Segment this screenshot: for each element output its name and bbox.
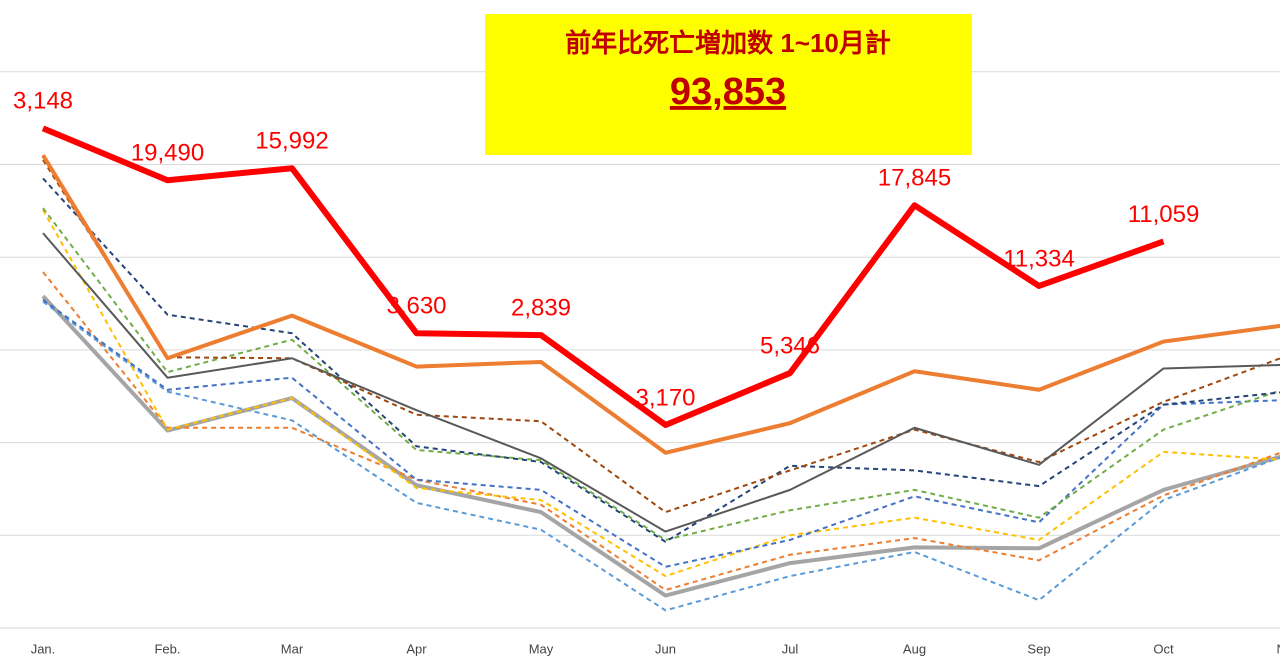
series-line xyxy=(41,294,1280,598)
box-total: 93,853 xyxy=(670,71,786,113)
point-label: 3,630 xyxy=(386,293,446,320)
grid xyxy=(0,71,1280,629)
x-tick-label: Jul xyxy=(782,641,799,656)
x-tick-label: Sep xyxy=(1027,641,1050,656)
x-tick-label: Mar xyxy=(281,641,304,656)
labels: 3,148 19,490 15,992 3,630 2,839 3,170 5,346 17,… xyxy=(13,88,1199,412)
x-tick-label: Apr xyxy=(406,641,427,656)
x-tick-label: Jan. xyxy=(31,641,56,656)
x-tick-label: Jun xyxy=(655,641,676,656)
series-line xyxy=(42,207,1280,541)
point-label: 11,334 xyxy=(1003,245,1075,272)
point-label: 3,148 xyxy=(13,88,73,115)
point-label: 3,170 xyxy=(635,384,695,411)
point-label: 5,346 xyxy=(760,332,820,359)
series-line xyxy=(42,271,1280,591)
series-line xyxy=(42,159,1280,514)
series-line xyxy=(41,154,1280,455)
x-tick-label: May xyxy=(529,641,554,656)
annotation-box xyxy=(485,14,972,155)
x-tick-label: Nov xyxy=(1276,641,1280,656)
box-title: 前年比死亡増加数 1~10月計 xyxy=(565,28,891,58)
point-label: 11,059 xyxy=(1128,201,1200,228)
x-tick-label: Aug xyxy=(903,641,926,656)
x-tick-label: Oct xyxy=(1153,641,1174,656)
x-axis: Jan. Feb. Mar Apr May Jun Jul Aug Sep Oct Nov xyxy=(31,641,1280,656)
point-label: 17,845 xyxy=(878,165,951,192)
point-label: 2,839 xyxy=(511,294,571,321)
lines xyxy=(41,125,1280,612)
series-line xyxy=(42,300,1280,612)
point-label: 15,992 xyxy=(255,128,328,155)
point-label: 19,490 xyxy=(131,140,204,167)
x-tick-label: Feb. xyxy=(154,641,180,656)
series-line xyxy=(42,232,1280,533)
series-line xyxy=(41,125,1165,428)
series-line xyxy=(42,209,1280,578)
series-line xyxy=(42,177,1280,543)
series-line xyxy=(42,299,1280,568)
